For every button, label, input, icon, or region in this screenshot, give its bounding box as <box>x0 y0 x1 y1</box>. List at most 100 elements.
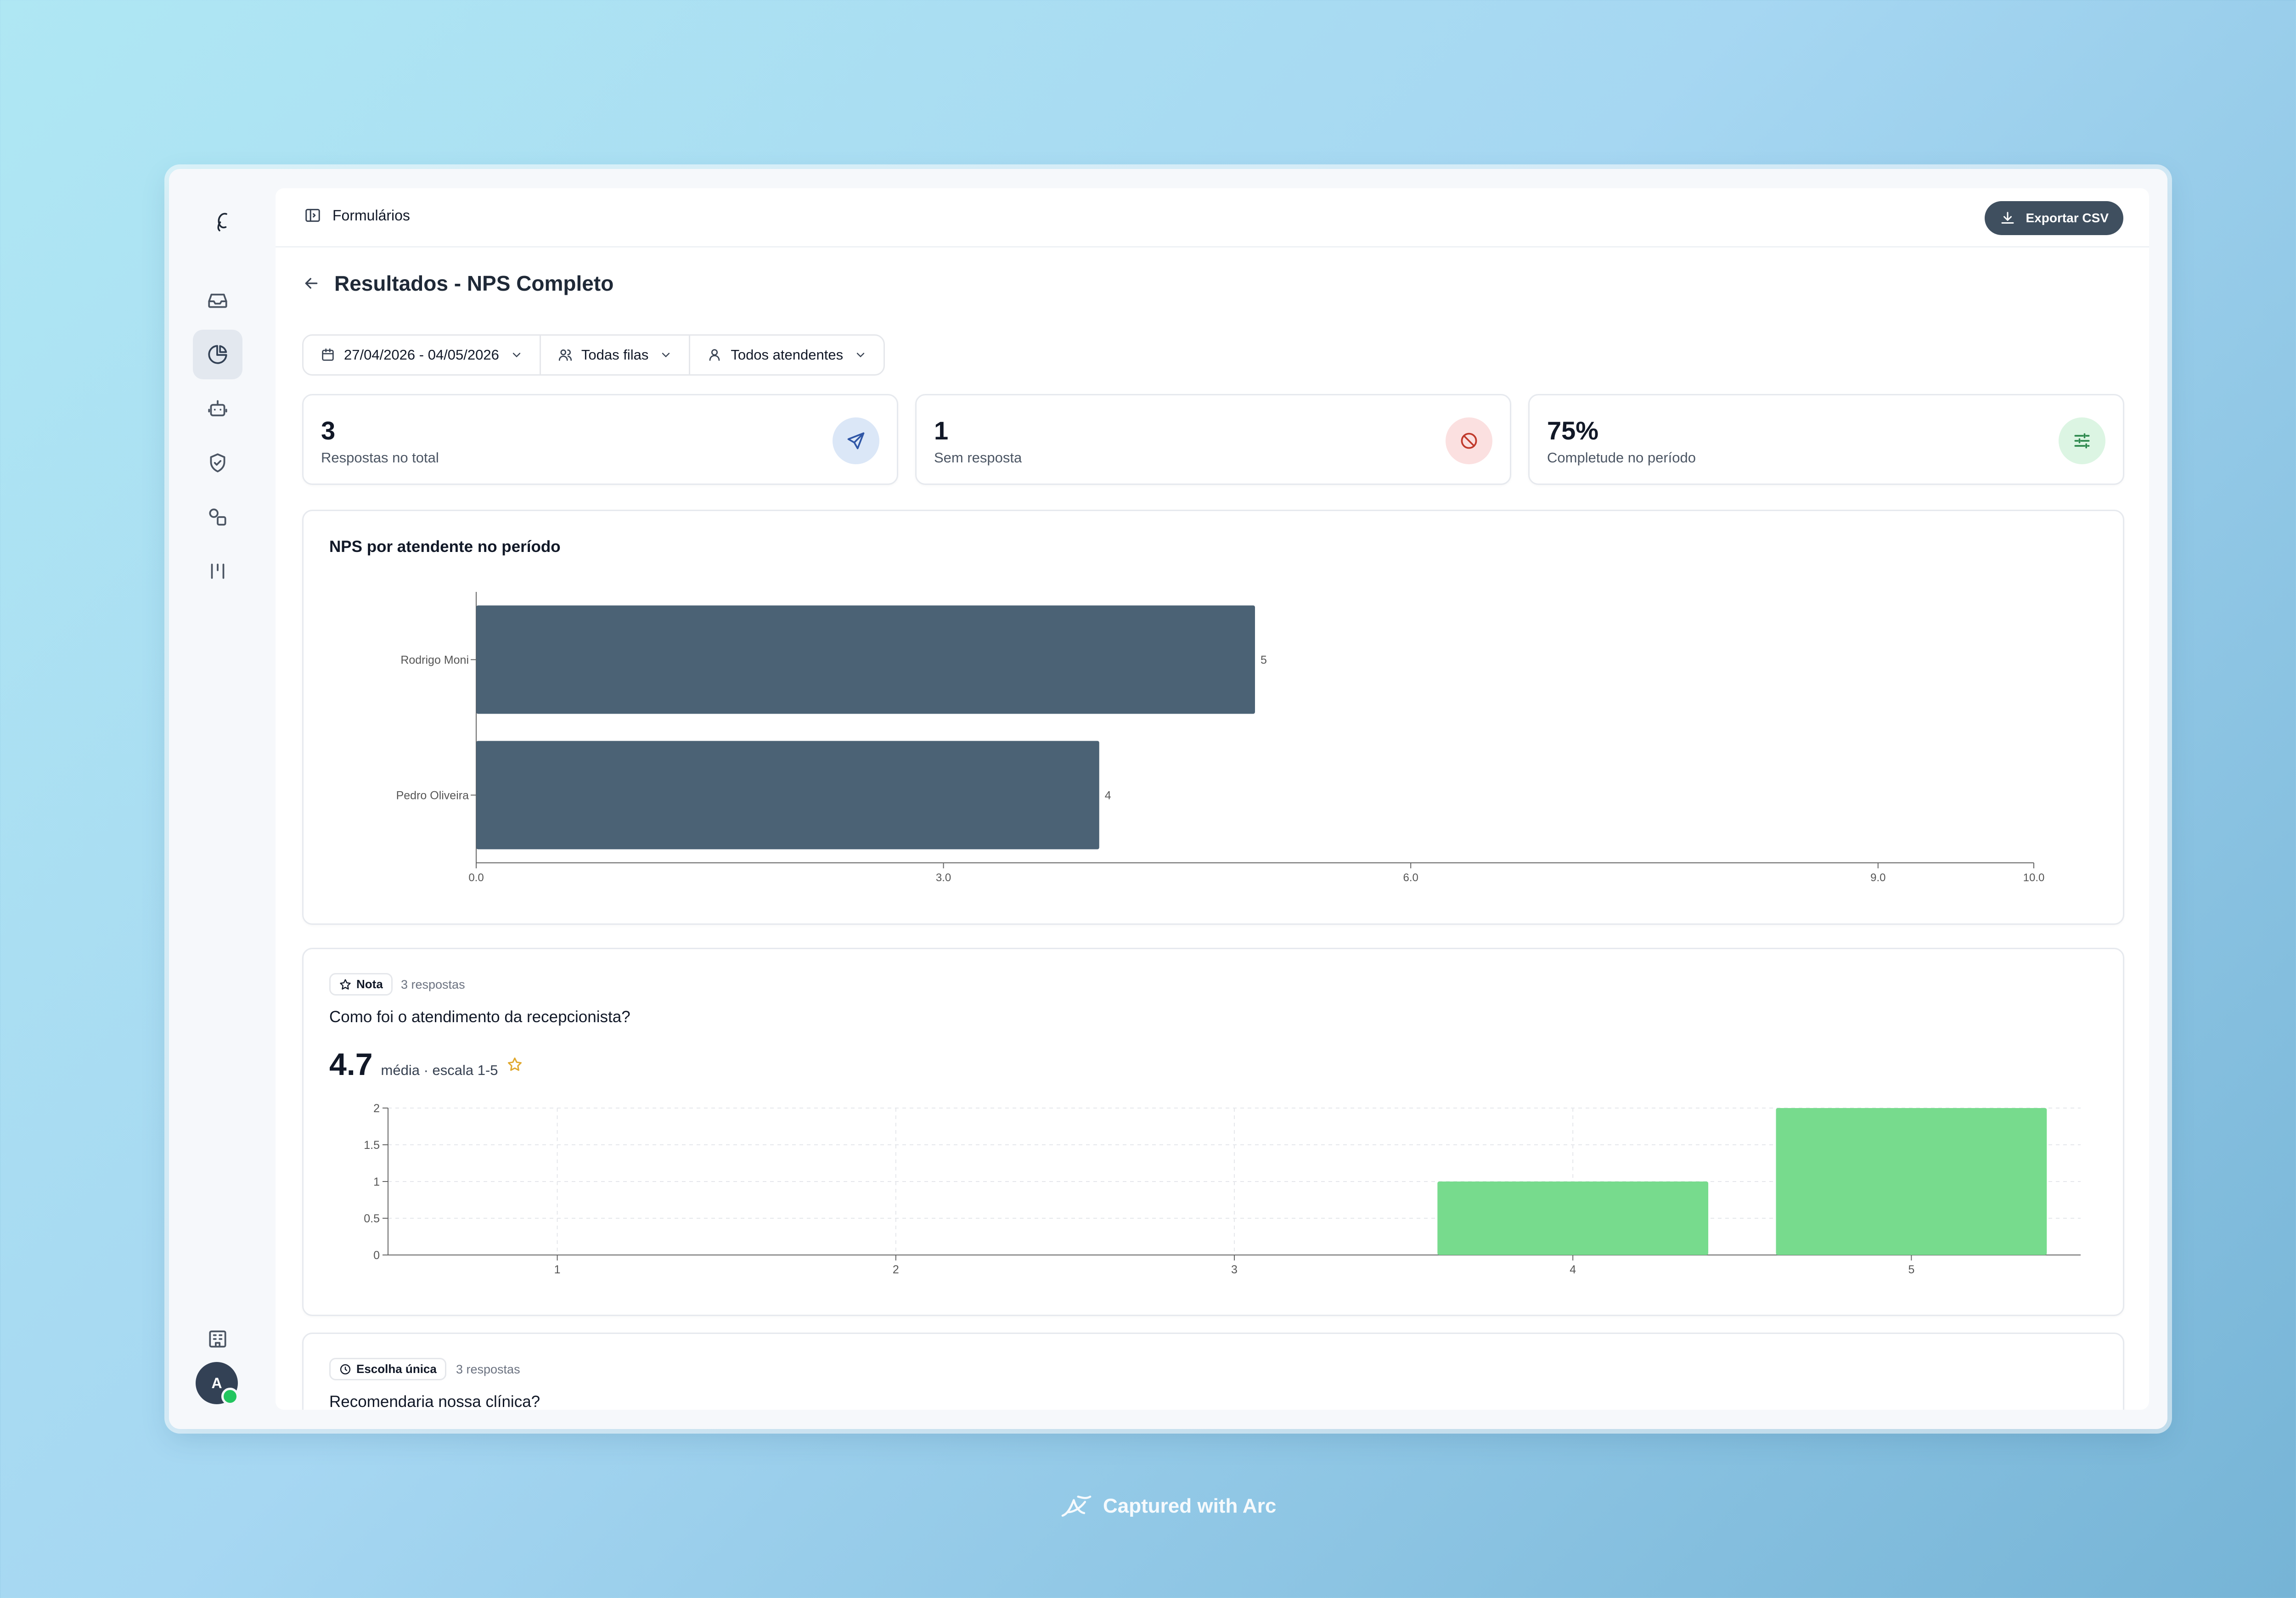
average-summary: 4.7 média · escala 1-5 <box>329 1047 523 1082</box>
sidebar-item-reports[interactable] <box>193 330 242 379</box>
response-count: 3 respostas <box>401 978 465 991</box>
x-tick-label: 5 <box>1908 1263 1914 1276</box>
bar <box>1437 1182 1709 1255</box>
date-range-value: 27/04/2026 - 04/05/2026 <box>344 347 499 363</box>
sidebar-item-security[interactable] <box>193 438 242 488</box>
inbox-icon <box>208 293 227 308</box>
question-type-label: Nota <box>356 977 383 991</box>
sidebar-item-bots[interactable] <box>193 384 242 433</box>
stat-card-no-response: 1 Sem resposta <box>915 394 1511 485</box>
app-logo-icon[interactable] <box>201 201 243 243</box>
rating-distribution-chart: 0 0.5 1 1.5 2 1 2 3 4 5 <box>364 1102 2081 1276</box>
kanban-icon <box>211 563 225 579</box>
bar <box>1776 1108 2047 1255</box>
stat-label: Completude no período <box>1547 450 1696 466</box>
bar <box>476 741 1099 850</box>
y-tick-label: 1.5 <box>364 1139 380 1152</box>
sidebar-item-kanban[interactable] <box>193 546 242 596</box>
ban-icon <box>1446 417 1492 464</box>
x-tick-label: 1 <box>554 1263 561 1276</box>
user-avatar[interactable]: A <box>196 1362 239 1405</box>
response-count: 3 respostas <box>456 1362 520 1376</box>
main-panel: Formulários Exportar CSV Resultados - NP… <box>276 188 2149 1410</box>
sliders-icon <box>2059 417 2105 464</box>
chevron-down-icon <box>856 353 865 358</box>
top-bar: Formulários Exportar CSV <box>276 188 2149 248</box>
chart-title: NPS por atendente no período <box>329 538 561 556</box>
sidebar: A <box>169 169 276 1429</box>
pie-chart-icon <box>208 345 227 364</box>
stat-card-completion: 75% Completude no período <box>1528 394 2124 485</box>
download-icon <box>2001 212 2014 224</box>
data-label: 5 <box>1261 654 1267 667</box>
x-tick-label: 10.0 <box>2023 872 2045 884</box>
filter-bar: 27/04/2026 - 04/05/2026 Todas filas Todo… <box>302 334 885 376</box>
circle-dot-icon <box>340 1364 351 1374</box>
stat-value: 75% <box>1547 416 1599 445</box>
y-tick-label: 1 <box>373 1176 380 1188</box>
x-tick-label: 3.0 <box>936 872 951 884</box>
arc-logo-icon <box>1061 1496 1092 1517</box>
page-title: Resultados - NPS Completo <box>334 271 614 295</box>
avatar-initial: A <box>211 1374 222 1391</box>
category-label: Pedro Oliveira <box>396 789 469 802</box>
question-text: Como foi o atendimento da recepcionista? <box>329 1008 630 1026</box>
question-type-tag: Nota <box>329 973 393 996</box>
question-type-tag: Escolha única <box>329 1358 446 1380</box>
stat-label: Respostas no total <box>321 450 439 466</box>
online-status-icon <box>221 1388 239 1405</box>
arc-watermark: Captured with Arc <box>1059 1491 1276 1521</box>
y-tick-label: 0.5 <box>364 1212 380 1225</box>
queue-filter[interactable]: Todas filas <box>541 336 691 374</box>
back-arrow-icon[interactable] <box>302 274 321 293</box>
shapes-icon <box>209 508 226 526</box>
user-icon <box>709 349 720 361</box>
date-range-filter[interactable]: 27/04/2026 - 04/05/2026 <box>304 336 541 374</box>
chevron-down-icon <box>512 353 521 358</box>
export-csv-label: Exportar CSV <box>2026 211 2109 225</box>
x-tick-label: 2 <box>893 1263 899 1276</box>
question-text: Recomendaria nossa clínica? <box>329 1393 540 1410</box>
bot-icon <box>208 400 227 416</box>
breadcrumb-label: Formulários <box>332 207 410 224</box>
calendar-icon <box>322 348 334 361</box>
y-tick-label: 2 <box>373 1102 380 1115</box>
y-tick-label: 0 <box>373 1249 380 1262</box>
send-icon <box>833 417 879 464</box>
average-value: 4.7 <box>329 1047 373 1082</box>
users-icon <box>558 349 572 361</box>
watermark-text: Captured with Arc <box>1103 1495 1277 1517</box>
sidebar-item-integrations[interactable] <box>193 492 242 542</box>
x-tick-label: 9.0 <box>1870 872 1885 884</box>
question-type-label: Escolha única <box>356 1362 437 1376</box>
star-icon <box>507 1058 522 1071</box>
data-label: 4 <box>1105 789 1111 802</box>
star-icon <box>340 979 351 990</box>
queue-filter-value: Todas filas <box>581 347 649 363</box>
average-caption: média · escala 1-5 <box>381 1062 498 1078</box>
x-tick-label: 4 <box>1570 1263 1576 1276</box>
stat-value: 1 <box>934 416 949 445</box>
page-header: Resultados - NPS Completo <box>302 271 613 296</box>
x-tick-label: 6.0 <box>1403 872 1418 884</box>
x-tick-label: 0.0 <box>468 872 484 884</box>
stat-value: 3 <box>321 416 336 445</box>
category-label: Rodrigo Moni <box>400 654 469 667</box>
sidebar-item-company[interactable] <box>193 1318 242 1360</box>
shield-check-icon <box>210 453 225 473</box>
question-card-single-choice: Escolha única 3 respostas Recomendaria n… <box>302 1333 2124 1410</box>
stat-card-total: 3 Respostas no total <box>302 394 898 485</box>
panel-icon <box>305 208 320 222</box>
agent-filter[interactable]: Todos atendentes <box>690 336 884 374</box>
breadcrumb[interactable]: Formulários <box>304 207 410 224</box>
x-tick-label: 3 <box>1231 1263 1238 1276</box>
agent-filter-value: Todos atendentes <box>731 347 844 363</box>
app-window: A Formulários Exportar CSV Resultados - … <box>169 169 2167 1429</box>
sidebar-item-inbox[interactable] <box>193 276 242 325</box>
building-icon <box>209 1330 226 1348</box>
chevron-down-icon <box>662 353 670 358</box>
export-csv-button[interactable]: Exportar CSV <box>1984 201 2123 235</box>
nps-by-agent-chart: 0.0 3.0 6.0 9.0 10.0 Rodrigo Moni 5 Pedro Olive… <box>396 592 2045 884</box>
bar <box>476 605 1255 714</box>
stat-label: Sem resposta <box>934 450 1022 466</box>
